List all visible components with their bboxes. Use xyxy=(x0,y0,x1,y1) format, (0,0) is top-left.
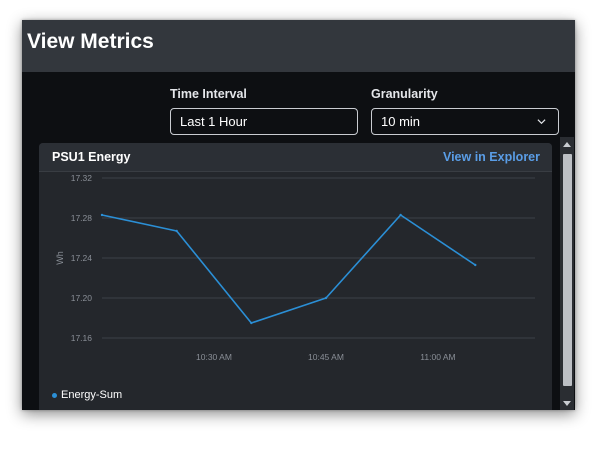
y-tick-label: 17.32 xyxy=(71,173,93,183)
time-interval-input[interactable]: Last 1 Hour xyxy=(170,108,358,135)
x-tick-label: 11:00 AM xyxy=(420,352,455,362)
y-tick-label: 17.20 xyxy=(71,293,93,303)
scrollbar-thumb[interactable] xyxy=(563,154,572,386)
data-point xyxy=(175,229,178,233)
granularity-label: Granularity xyxy=(371,87,438,101)
data-point xyxy=(324,296,328,300)
x-tick-label: 10:45 AM xyxy=(308,352,344,362)
granularity-select[interactable]: 10 min xyxy=(371,108,559,135)
data-point xyxy=(474,263,477,267)
data-point xyxy=(399,213,402,217)
x-tick-label: 10:30 AM xyxy=(196,352,232,362)
page-header: View Metrics xyxy=(22,20,575,72)
time-interval-label: Time Interval xyxy=(170,87,247,101)
y-axis-label: Wh xyxy=(55,251,65,265)
scroll-down-icon[interactable] xyxy=(563,401,571,406)
chart-panel: PSU1 Energy View in Explorer 17.32 17.28 1… xyxy=(39,143,552,410)
vertical-scrollbar[interactable] xyxy=(560,137,574,410)
data-point xyxy=(100,213,104,217)
data-point xyxy=(250,321,253,325)
view-in-explorer-link[interactable]: View in Explorer xyxy=(442,150,540,164)
scroll-up-icon[interactable] xyxy=(563,142,571,147)
legend-swatch xyxy=(52,392,57,398)
time-interval-value: Last 1 Hour xyxy=(180,114,248,129)
energy-line-chart: 17.32 17.28 17.24 17.20 17.16 10:30 AM 10:45 A… xyxy=(55,173,535,362)
y-tick-label: 17.28 xyxy=(71,213,93,223)
page-title: View Metrics xyxy=(27,30,154,53)
y-tick-label: 17.16 xyxy=(71,333,93,343)
series-line xyxy=(101,214,476,324)
chart-panel-header: PSU1 Energy View in Explorer xyxy=(39,143,552,172)
chevron-down-icon xyxy=(537,119,546,125)
legend-label: Energy-Sum xyxy=(61,389,123,401)
chart-title: PSU1 Energy xyxy=(52,150,131,164)
granularity-value: 10 min xyxy=(381,114,421,129)
y-tick-label: 17.24 xyxy=(71,253,93,263)
metrics-window: View Metrics Time Interval Last 1 Hour G… xyxy=(22,20,575,410)
chart-legend: Energy-Sum xyxy=(52,389,122,401)
